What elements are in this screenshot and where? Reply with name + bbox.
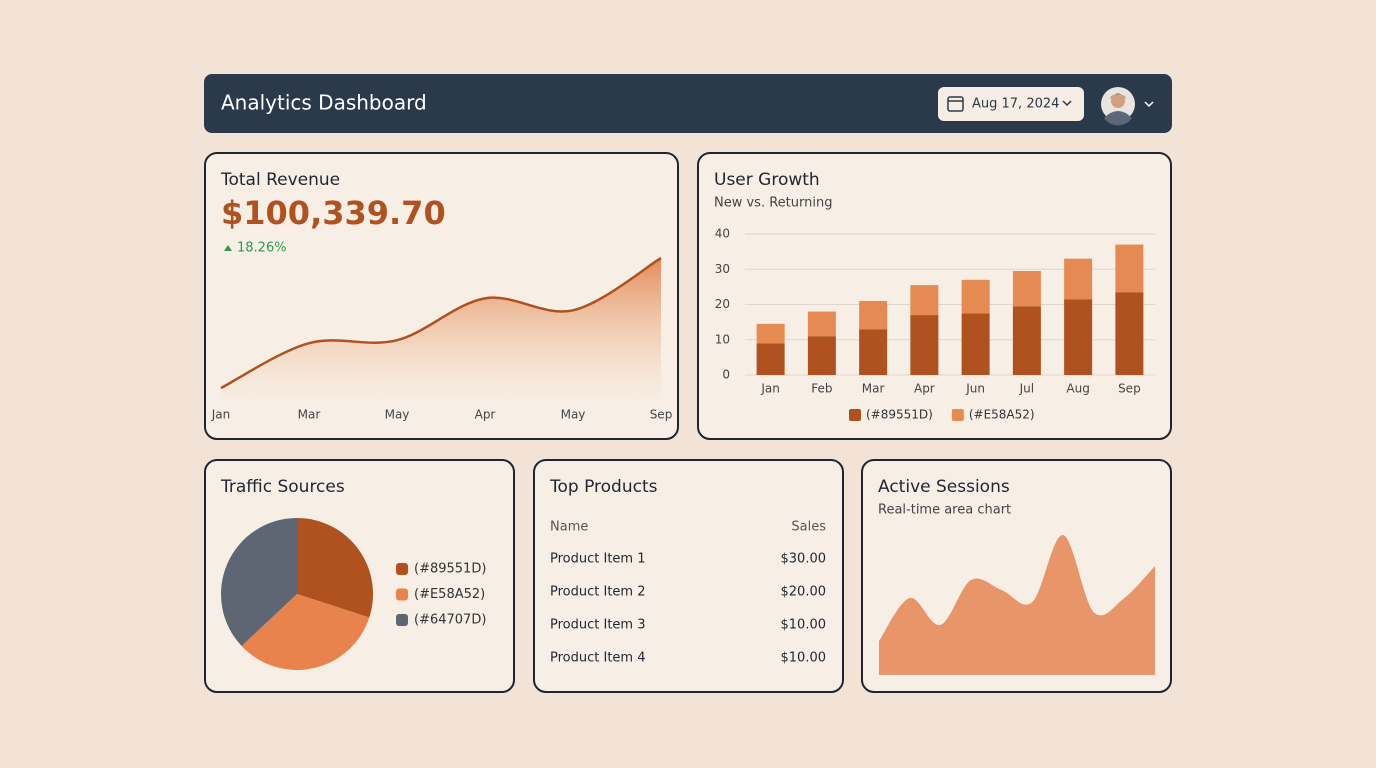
x-tick-label: Apr: [475, 408, 496, 422]
card: [533, 459, 844, 693]
bar-segment: [807, 311, 836, 337]
kpi-value: $100,339.70: [221, 194, 446, 232]
legend-swatch: [396, 614, 408, 626]
legend-label: (#89551D): [866, 408, 933, 422]
area-fill: [221, 258, 661, 400]
pie-slice: [241, 594, 370, 670]
y-tick-label: 0: [722, 368, 730, 382]
x-tick-label: May: [385, 408, 410, 422]
chevron: [1144, 101, 1154, 108]
bar-segment: [859, 300, 888, 330]
card-subtitle: Real-time area chart: [878, 503, 1011, 518]
bar-segment: [1064, 299, 1093, 375]
product-name: Product Item 1: [550, 552, 646, 567]
y-tick-label: 40: [715, 227, 730, 241]
card-subtitle: New vs. Returning: [714, 196, 832, 211]
legend-label: (#64707D): [414, 613, 486, 628]
x-tick-label: Sep: [1118, 382, 1141, 396]
calendar-icon: [947, 96, 964, 112]
column-header: Sales: [791, 520, 826, 535]
product-name: Product Item 2: [550, 585, 646, 600]
avatar-body: [1104, 111, 1132, 126]
bar-segment: [756, 323, 785, 344]
bar-segment: [910, 285, 939, 316]
date-text: Aug 17, 2024: [972, 97, 1059, 112]
legend-swatch: [951, 409, 964, 421]
bar-segment: [1115, 292, 1144, 375]
y-tick-label: 10: [715, 332, 730, 346]
user-menu[interactable]: [1101, 87, 1154, 126]
product-name: Product Item 3: [550, 618, 646, 633]
bar-segment: [961, 279, 990, 314]
bar-segment: [756, 343, 785, 375]
bar-segment: [1012, 271, 1041, 307]
legend-swatch: [396, 563, 408, 575]
bar-segment: [1115, 244, 1144, 293]
column-header: Name: [550, 520, 588, 535]
header-bar: [204, 74, 1172, 133]
chevron: [1062, 100, 1072, 107]
area-fill: [879, 534, 1155, 675]
bar-segment: [1064, 258, 1093, 300]
card-title: Top Products: [549, 477, 658, 497]
x-tick-label: Apr: [914, 382, 935, 396]
legend-label: (#89551D): [414, 562, 486, 577]
x-tick-label: Feb: [811, 382, 832, 396]
x-tick-label: Mar: [862, 382, 885, 396]
pie-slice: [297, 518, 373, 618]
product-sales: $10.00: [781, 618, 827, 633]
pie-slice: [221, 518, 297, 647]
x-tick-label: Aug: [1066, 382, 1089, 396]
x-tick-label: Jan: [211, 408, 231, 422]
legend-label: (#E58A52): [969, 408, 1035, 422]
y-tick-label: 20: [715, 297, 730, 311]
x-tick-label: Jul: [1019, 382, 1034, 396]
bar-segment: [1012, 306, 1041, 375]
avatar-hair: [1110, 93, 1126, 99]
header-title: Analytics Dashboard: [221, 91, 427, 115]
product-sales: $10.00: [781, 651, 827, 666]
legend-label: (#E58A52): [414, 587, 485, 602]
bar-segment: [859, 329, 888, 375]
bar-segment: [807, 336, 836, 375]
area-line: [220, 256, 662, 390]
x-tick-label: Mar: [298, 408, 321, 422]
bar-segment: [961, 313, 990, 375]
up-arrow: [224, 245, 232, 251]
x-tick-label: Jan: [760, 382, 780, 396]
avatar-face: [1111, 94, 1125, 108]
x-tick-label: Sep: [650, 408, 673, 422]
card-title: Active Sessions: [878, 477, 1010, 497]
card-title: Traffic Sources: [220, 477, 345, 497]
y-tick-label: 30: [715, 262, 730, 276]
bar-segment: [910, 315, 939, 375]
product-name: Product Item 4: [550, 651, 646, 666]
date-button[interactable]: [938, 87, 1084, 121]
x-tick-label: Jun: [965, 382, 985, 396]
legend-swatch: [396, 588, 408, 601]
date-picker[interactable]: Aug 17, 2024: [938, 87, 1084, 121]
x-tick-label: May: [561, 408, 586, 422]
product-sales: $20.00: [781, 585, 827, 600]
card-title: User Growth: [714, 170, 820, 190]
product-sales: $30.00: [781, 552, 827, 567]
legend-swatch: [849, 409, 861, 421]
card-title: Total Revenue: [220, 170, 340, 190]
kpi-change: 18.26%: [237, 241, 287, 256]
